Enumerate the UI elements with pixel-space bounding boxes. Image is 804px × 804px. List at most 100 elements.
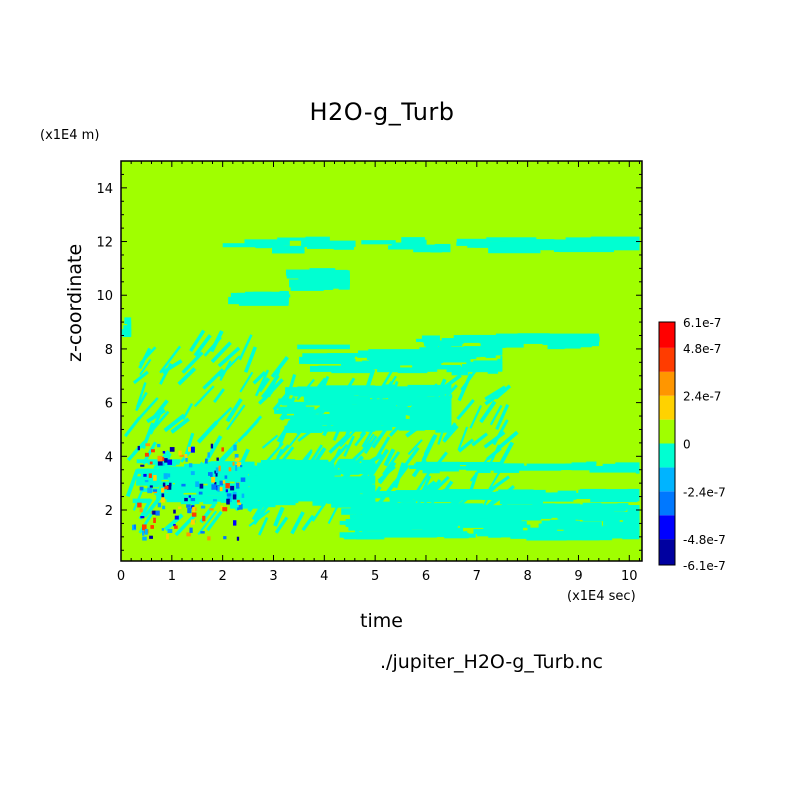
striation-line xyxy=(305,444,323,470)
striation-line xyxy=(477,497,489,520)
striation-line xyxy=(213,388,225,403)
turbulence-speck xyxy=(240,477,246,482)
negative-streak-cell xyxy=(466,361,503,367)
turbulence-speck xyxy=(173,524,176,527)
colorbar-tick-label: -2.4e-7 xyxy=(683,485,726,499)
striation-line xyxy=(244,346,257,373)
striation-line xyxy=(159,345,182,374)
striation-line xyxy=(424,497,437,514)
x-tick-label: 6 xyxy=(422,569,430,584)
turbulence-speck xyxy=(187,507,192,514)
striation-line xyxy=(379,368,394,392)
turbulence-speck xyxy=(167,473,171,478)
turbulence-speck xyxy=(190,446,195,453)
colorbar-segment xyxy=(659,371,675,396)
striation-line xyxy=(370,486,382,502)
striation-line xyxy=(368,408,385,426)
negative-band-cell xyxy=(278,406,315,413)
turbulence-speck xyxy=(161,497,165,503)
striation-line xyxy=(486,444,501,471)
striation-line xyxy=(274,516,289,534)
striation-line xyxy=(152,399,169,419)
turbulence-speck xyxy=(212,499,217,502)
negative-streak-cell xyxy=(463,346,503,351)
turbulence-speck xyxy=(211,476,216,483)
striation-line xyxy=(189,329,206,352)
turbulence-speck xyxy=(199,483,204,489)
turbulence-speck xyxy=(232,491,237,497)
striation-line xyxy=(132,486,145,511)
negative-streak-cell xyxy=(497,245,528,253)
negative-streak-cell xyxy=(627,488,640,493)
x-axis-label: time xyxy=(360,610,403,632)
turbulence-speck xyxy=(192,506,196,513)
negative-streak-cell xyxy=(277,237,319,241)
negative-streak-cell xyxy=(489,335,542,339)
turbulence-speck xyxy=(236,499,240,503)
negative-streak-cell xyxy=(314,276,350,285)
negative-band-cell xyxy=(632,528,640,536)
turbulence-speck xyxy=(215,473,218,477)
striation-line xyxy=(411,458,427,478)
negative-band-cell xyxy=(454,511,474,519)
y-tick-label: 8 xyxy=(105,343,113,358)
negative-band-cell xyxy=(310,398,365,404)
striation-line xyxy=(435,500,456,518)
turbulence-speck xyxy=(200,531,205,534)
negative-streak-cell xyxy=(602,463,637,468)
turbulence-speck xyxy=(174,525,178,529)
striation-line xyxy=(159,363,173,385)
turbulence-speck xyxy=(133,524,136,529)
negative-streak-cell xyxy=(423,354,443,362)
negative-band-cell xyxy=(423,415,444,422)
colorbar-segment xyxy=(659,491,675,516)
negative-streak-cell xyxy=(434,243,451,250)
colorbar-segment xyxy=(659,443,675,468)
negative-streak-cell xyxy=(388,359,444,364)
striation-line xyxy=(197,510,217,536)
striation-line xyxy=(270,356,289,378)
striation-line xyxy=(406,398,420,416)
turbulence-speck xyxy=(222,507,228,512)
negative-band-cell xyxy=(187,477,227,484)
negative-band-cell xyxy=(410,397,452,404)
striation-line xyxy=(367,413,383,433)
negative-streak-cell xyxy=(280,297,289,304)
striation-line xyxy=(170,417,190,434)
negative-band-cell xyxy=(300,493,323,501)
striation-line xyxy=(225,398,243,423)
striation-line xyxy=(328,432,351,454)
turbulence-speck xyxy=(221,447,224,452)
striation-line xyxy=(452,508,464,534)
negative-streak-cell xyxy=(562,341,581,349)
negative-band-cell xyxy=(488,532,501,538)
negative-streak-cell xyxy=(522,496,573,501)
x-axis-unit: (x1E4 sec) xyxy=(567,589,636,604)
turbulence-speck xyxy=(234,453,239,459)
turbulence-speck xyxy=(162,462,165,466)
negative-streak-cell xyxy=(436,349,461,356)
negative-band-cell xyxy=(374,531,404,535)
striation-line xyxy=(364,435,378,454)
striation-line xyxy=(248,509,271,527)
striation-line xyxy=(493,495,513,523)
striation-line xyxy=(496,430,519,451)
striation-line xyxy=(135,382,147,408)
striation-line xyxy=(456,489,478,509)
striation-line xyxy=(181,351,204,374)
negative-streak-cell xyxy=(294,270,346,275)
negative-streak-cell xyxy=(123,325,132,331)
turbulence-speck xyxy=(215,467,219,474)
negative-band-cell xyxy=(168,485,216,493)
y-tick-label: 4 xyxy=(105,450,113,465)
negative-streak-cell xyxy=(413,349,440,356)
colorbar-tick-label: 0 xyxy=(683,438,691,452)
colorbar-tick-label: 4.8e-7 xyxy=(683,342,721,356)
striation-line xyxy=(196,420,219,444)
striation-line xyxy=(297,429,314,442)
turbulence-speck xyxy=(232,461,235,466)
negative-streak-cell xyxy=(416,463,437,471)
striation-line xyxy=(210,341,232,364)
turbulence-speck xyxy=(189,527,193,533)
